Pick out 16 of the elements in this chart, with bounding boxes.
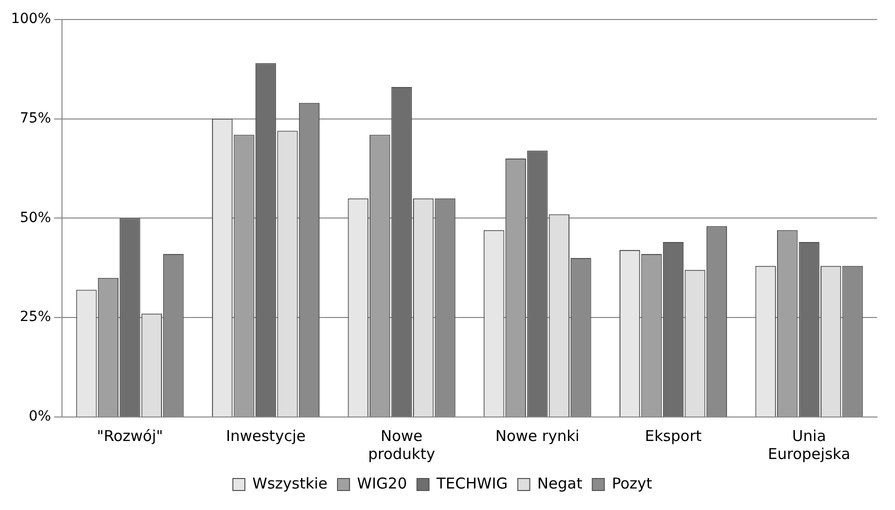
x-tick-label: Unia Europejska	[768, 426, 850, 463]
legend-label: Negat	[537, 474, 582, 492]
legend-label: TECHWIG	[436, 474, 508, 492]
y-tick-label: 75%	[20, 110, 52, 126]
legend-label: Pozyt	[612, 474, 652, 492]
x-tick-label: Nowe produkty	[368, 426, 436, 463]
legend-label: Wszystkie	[252, 474, 328, 492]
y-tick-label: 100%	[10, 11, 52, 28]
y-tick-label: 25%	[20, 309, 52, 326]
x-tick-label: "Rozwój"	[96, 426, 164, 445]
x-tick-label: Eksport	[644, 426, 702, 445]
y-tick-label: 50%	[20, 210, 52, 226]
x-tick-label: Nowe rynki	[495, 426, 580, 445]
legend-label: WIG20	[357, 474, 408, 492]
x-tick-label: Inwestycje	[226, 426, 306, 445]
y-tick-label: 0%	[28, 408, 52, 425]
